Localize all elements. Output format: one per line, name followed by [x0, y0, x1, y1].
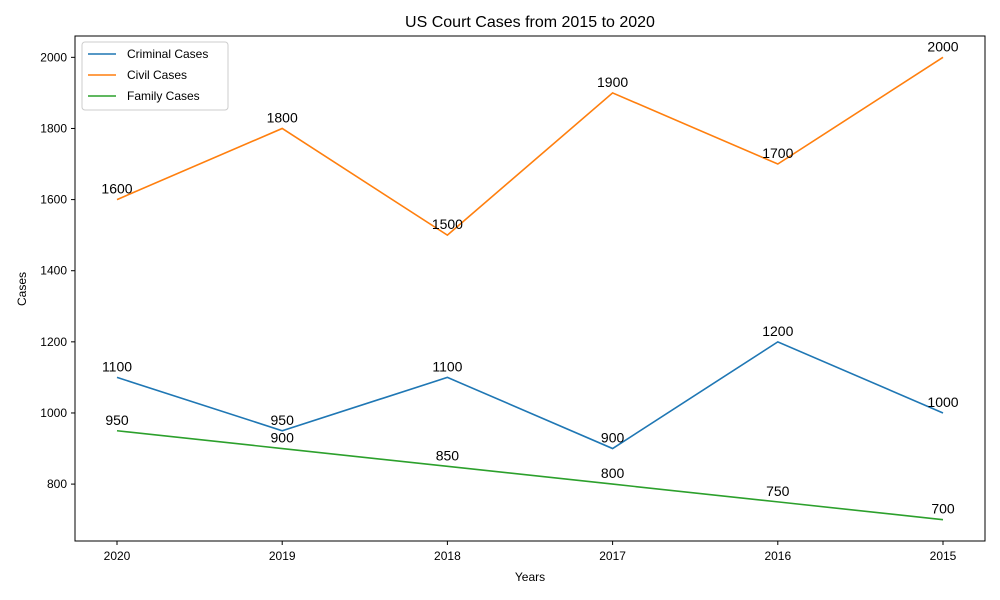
- data-label-civil-cases: 1800: [267, 109, 298, 125]
- series-line-criminal-cases: [116, 340, 944, 450]
- x-tick-label: 2020: [104, 549, 131, 563]
- data-label-family-cases: 850: [436, 447, 460, 463]
- data-label-criminal-cases: 1100: [432, 358, 462, 374]
- legend-label-family-cases: Family Cases: [127, 89, 200, 103]
- y-tick-label: 1600: [40, 193, 67, 207]
- data-label-civil-cases: 1700: [762, 145, 793, 161]
- data-label-criminal-cases: 1100: [102, 358, 132, 374]
- series-line-family-cases: [116, 429, 944, 521]
- x-tick-label: 2015: [930, 549, 957, 563]
- y-tick-label: 1200: [40, 335, 67, 349]
- x-tick-label: 2019: [269, 549, 296, 563]
- y-tick-label: 1000: [40, 406, 67, 420]
- data-label-family-cases: 700: [931, 501, 955, 517]
- x-axis: 2020 2019 2018 2017 2016 2015: [104, 541, 957, 563]
- legend-label-criminal-cases: Criminal Cases: [127, 47, 208, 61]
- data-label-family-cases: 800: [601, 465, 625, 481]
- x-axis-label: Years: [515, 570, 545, 584]
- data-label-civil-cases: 1600: [101, 181, 132, 197]
- data-label-family-cases: 950: [105, 412, 129, 428]
- y-axis-label: Cases: [15, 272, 29, 306]
- data-label-criminal-cases: 1000: [927, 394, 958, 410]
- y-tick-label: 1800: [40, 121, 67, 135]
- y-tick-label: 2000: [40, 50, 67, 64]
- data-label-civil-cases: 2000: [927, 38, 958, 54]
- x-tick-label: 2018: [434, 549, 461, 563]
- y-tick-label: 800: [47, 477, 67, 491]
- legend-box: [81, 41, 229, 111]
- data-label-family-cases: 900: [271, 430, 295, 446]
- series-line-civil-cases: [116, 56, 944, 237]
- x-tick-label: 2016: [764, 549, 791, 563]
- data-label-criminal-cases: 900: [601, 430, 625, 446]
- x-tick-label: 2017: [599, 549, 626, 563]
- legend-label-civil-cases: Civil Cases: [127, 68, 187, 82]
- y-tick-label: 1400: [40, 264, 67, 278]
- chart-title: US Court Cases from 2015 to 2020: [405, 14, 655, 31]
- y-axis: 800 1000 1200 1400 1600 1800 2000: [40, 50, 75, 491]
- legend: Criminal Cases Civil Cases Family Cases: [81, 41, 229, 111]
- data-label-civil-cases: 1500: [432, 216, 463, 232]
- data-label-criminal-cases: 950: [271, 412, 295, 428]
- data-label-civil-cases: 1900: [597, 74, 628, 90]
- data-label-family-cases: 750: [766, 483, 790, 499]
- plot-area-frame: [74, 35, 986, 542]
- data-labels: 1100 950 1100 900 1200 1000 1600 1800 1500 1900 17…: [101, 38, 958, 516]
- series-lines: [116, 56, 944, 521]
- data-label-criminal-cases: 1200: [762, 323, 793, 339]
